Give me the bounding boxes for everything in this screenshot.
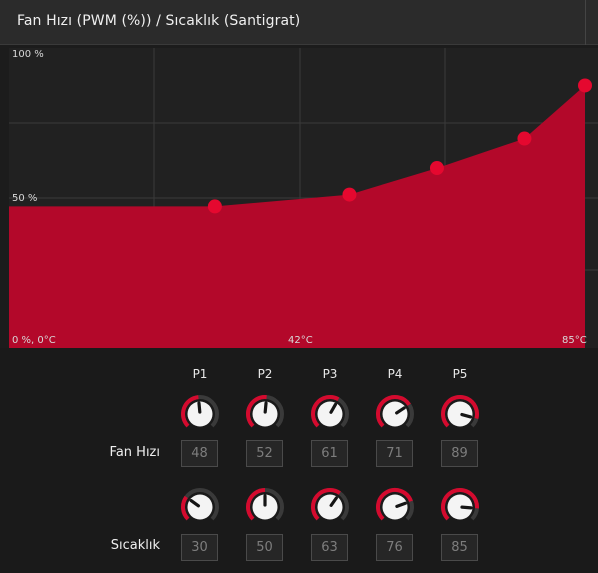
temperature-row-label: Sıcaklık — [110, 538, 160, 553]
curve-point-p3[interactable] — [429, 161, 444, 176]
temperature-value-p5[interactable]: 85 — [441, 534, 478, 561]
temperature-knob-p1-dial — [187, 494, 213, 520]
fan-speed-knob-p5-level-arc — [441, 395, 479, 428]
temperature-value-p1[interactable]: 30 — [181, 534, 218, 561]
origin-label: 0 %, 0°C — [12, 335, 56, 346]
curve-points — [207, 78, 592, 214]
column-label-p1: P1 — [192, 367, 208, 381]
temperature-knob-p2[interactable] — [245, 487, 285, 527]
fan-curve-svg[interactable]: 100 % 50 % 0 %, 0°C 42°C 85°C — [9, 48, 598, 348]
fan-speed-value-p4[interactable]: 71 — [376, 440, 413, 467]
temperature-knob-p3[interactable] — [310, 487, 350, 527]
temperature-knob-p4-level-arc — [376, 488, 413, 521]
temperature-knob-p3-level-arc — [310, 487, 341, 521]
fan-speed-knob-p2-indicator — [263, 401, 268, 414]
fan-speed-knob-p5-indicator — [460, 412, 473, 419]
curve-point-p1[interactable] — [207, 199, 222, 214]
fan-speed-knob-p3[interactable] — [310, 394, 350, 434]
fan-speed-knob-p4-dial — [382, 401, 408, 427]
fan-curve-chart[interactable]: 100 % 50 % 0 %, 0°C 42°C 85°C — [9, 48, 598, 348]
curve-controls: Fan Hızı Sıcaklık P1 48 30 P2 52 50 P3 61 63 P4 71… — [0, 348, 598, 573]
temperature-knob-p5-indicator — [460, 505, 473, 510]
temperature-knob-p2-level-arc — [246, 488, 266, 521]
header-divider — [585, 0, 586, 45]
temperature-knob-p5-level-arc — [441, 488, 479, 521]
column-label-p4: P4 — [387, 367, 403, 381]
fan-speed-knob-p3-level-arc — [311, 395, 340, 428]
temperature-knob-p5[interactable] — [440, 487, 480, 527]
fan-speed-knob-p4[interactable] — [375, 394, 415, 434]
curve-point-p4[interactable] — [517, 131, 532, 146]
column-label-p2: P2 — [257, 367, 273, 381]
temperature-knob-p1-level-arc — [181, 495, 190, 521]
temperature-knob-p2-dial — [252, 494, 278, 520]
fan-curve-area — [9, 85, 585, 348]
fan-speed-knob-p5[interactable] — [440, 394, 480, 434]
fan-speed-knob-p2-dial — [252, 401, 278, 427]
page-title: Fan Hızı (PWM (%)) / Sıcaklık (Santigrat… — [17, 13, 301, 29]
fan-speed-value-p3[interactable]: 61 — [311, 440, 348, 467]
temperature-knob-p4-dial — [382, 494, 408, 520]
temperature-value-p4[interactable]: 76 — [376, 534, 413, 561]
fan-speed-knob-p1-dial — [187, 401, 213, 427]
temperature-knob-p3-dial — [317, 494, 343, 520]
temperature-knob-p5-dial — [447, 494, 473, 520]
fan-speed-knob-p1-level-arc — [181, 395, 199, 428]
fan-speed-knob-p2[interactable] — [245, 394, 285, 434]
fan-speed-knob-p3-dial — [317, 401, 343, 427]
temperature-knob-p1-indicator — [189, 498, 200, 508]
fan-speed-value-p5[interactable]: 89 — [441, 440, 478, 467]
temperature-value-p2[interactable]: 50 — [246, 534, 283, 561]
temperature-knob-p3-indicator — [329, 496, 338, 507]
fan-speed-knob-p4-indicator — [395, 406, 406, 415]
temperature-knob-p4-indicator — [395, 501, 407, 508]
header-bar: Fan Hızı (PWM (%)) / Sıcaklık (Santigrat… — [0, 0, 598, 45]
temperature-knob-p1[interactable] — [180, 487, 220, 527]
column-label-p5: P5 — [452, 367, 468, 381]
temperature-knob-p4[interactable] — [375, 487, 415, 527]
fan-speed-knob-p1[interactable] — [180, 394, 220, 434]
column-label-p3: P3 — [322, 367, 338, 381]
curve-point-p5[interactable] — [578, 78, 592, 93]
curve-point-p2[interactable] — [342, 187, 357, 202]
y-tick-50: 50 % — [12, 193, 37, 204]
fan-speed-knob-p1-indicator — [197, 401, 202, 414]
x-tick-max: 85°C — [562, 335, 587, 346]
fan-speed-knob-p4-level-arc — [376, 395, 411, 428]
fan-speed-value-p1[interactable]: 48 — [181, 440, 218, 467]
fan-speed-knob-p3-indicator — [329, 402, 338, 414]
fan-speed-value-p2[interactable]: 52 — [246, 440, 283, 467]
fan-speed-knob-p5-dial — [447, 401, 473, 427]
fan-speed-row-label: Fan Hızı — [109, 445, 160, 460]
x-tick-mid: 42°C — [288, 335, 313, 346]
fan-speed-knob-p2-level-arc — [246, 395, 267, 428]
y-tick-100: 100 % — [12, 49, 44, 60]
temperature-value-p3[interactable]: 63 — [311, 534, 348, 561]
